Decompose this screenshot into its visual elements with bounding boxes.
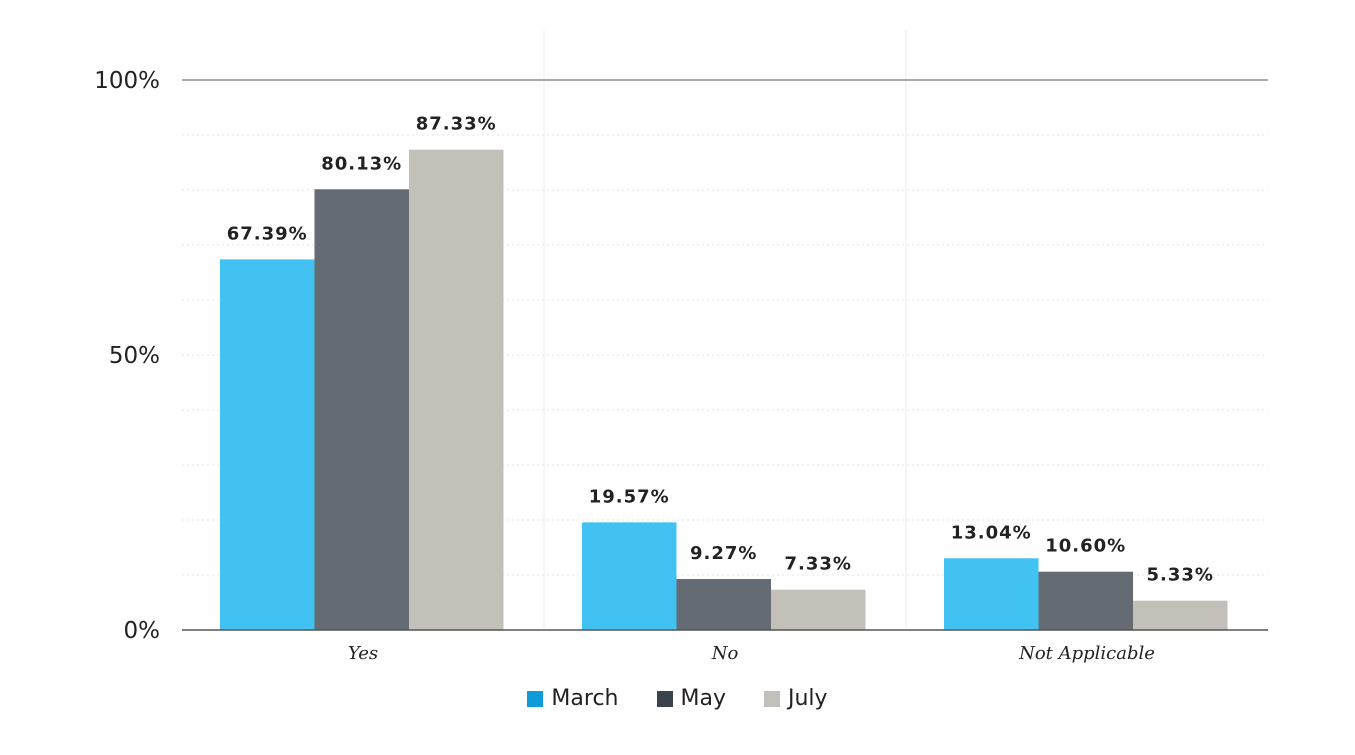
legend-swatch <box>763 690 780 707</box>
bar-march-not-applicable <box>944 558 1039 630</box>
x-tick-label: Not Applicable <box>1018 643 1155 664</box>
data-label: 10.60% <box>1045 536 1126 557</box>
legend-item-may: May <box>656 686 726 711</box>
data-label: 87.33% <box>416 114 497 135</box>
data-label: 13.04% <box>951 522 1032 543</box>
legend-swatch <box>656 690 673 707</box>
legend-label: March <box>551 686 619 711</box>
bar-may-no <box>676 579 771 630</box>
y-tick-label: 50% <box>109 343 160 369</box>
bar-july-no <box>771 589 866 630</box>
bar-march-yes <box>220 259 315 630</box>
bar-july-yes <box>409 149 504 630</box>
y-tick-label: 100% <box>94 68 160 94</box>
legend-label: May <box>680 686 726 711</box>
legend-label: July <box>787 686 828 711</box>
bar-may-not-applicable <box>1038 571 1133 630</box>
legend: March May July <box>0 686 1355 711</box>
bar-july-not-applicable <box>1133 600 1228 630</box>
bar-march-no <box>582 522 677 630</box>
legend-swatch <box>527 690 544 707</box>
bar-may-yes <box>314 189 409 630</box>
y-tick-label: 0% <box>124 618 161 644</box>
legend-item-july: July <box>763 686 828 711</box>
axes: 0% 50% 100% Yes No Not Applicable <box>94 68 1268 664</box>
data-label: 7.33% <box>785 554 852 575</box>
x-tick-label: No <box>711 643 739 664</box>
data-labels: 67.39% 80.13% 87.33% 19.57% 9.27% 7.33% 13.04%… <box>227 114 1214 586</box>
data-label: 5.33% <box>1147 565 1214 586</box>
x-tick-label: Yes <box>348 643 378 664</box>
bars <box>220 149 1228 630</box>
data-label: 19.57% <box>589 486 670 507</box>
legend-item-march: March <box>527 686 619 711</box>
data-label: 9.27% <box>690 543 757 564</box>
data-label: 67.39% <box>227 223 308 244</box>
data-label: 80.13% <box>321 153 402 174</box>
